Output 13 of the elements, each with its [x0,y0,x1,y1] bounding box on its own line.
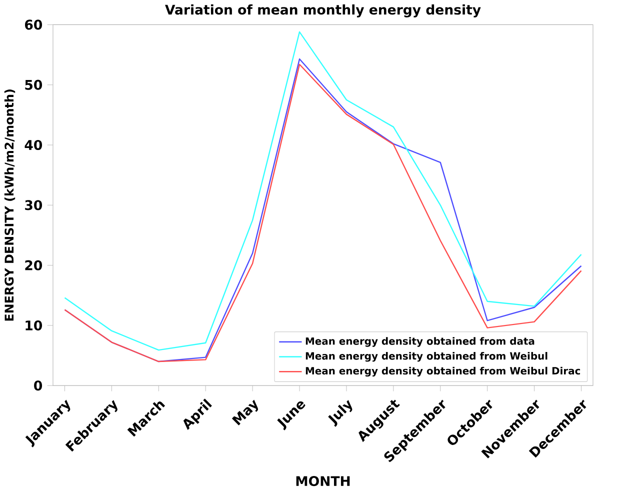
y-tick-label: 60 [25,20,42,30]
chart-title: Variation of mean monthly energy density [165,4,481,18]
legend-label: Mean energy density obtained from data [306,337,534,348]
y-tick-label: 30 [25,200,42,210]
y-tick-label: 40 [24,140,42,150]
y-tick-label: 20 [25,260,42,271]
y-tick-label: 10 [26,320,42,331]
x-axis-title: MONTH [296,476,350,486]
y-axis-title: ENERGY DENSITY (kWh/m2/month) [4,90,16,321]
legend-label: Mean energy density obtained from Weibul [306,352,548,362]
y-tick-label: 50 [25,80,42,90]
legend-label: Mean energy density obtained from Weibul Dirac [306,367,580,377]
y-tick-label: 0 [34,380,42,391]
